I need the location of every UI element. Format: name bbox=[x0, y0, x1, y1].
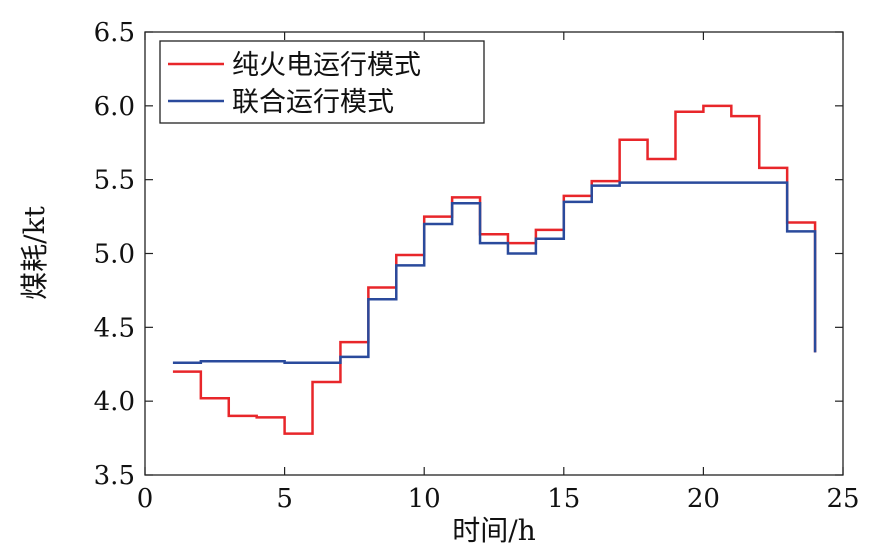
x-tick-label: 15 bbox=[547, 484, 580, 514]
legend-label-series-1: 纯火电运行模式 bbox=[232, 50, 421, 81]
y-tick-label: 4.0 bbox=[94, 387, 135, 417]
y-tick-label: 4.5 bbox=[94, 313, 135, 343]
x-tick-label: 0 bbox=[137, 484, 154, 514]
y-tick-label: 6.5 bbox=[94, 18, 135, 48]
series-line-2 bbox=[172, 181, 817, 365]
legend-label-series-2: 联合运行模式 bbox=[232, 87, 394, 118]
legend: 纯火电运行模式 联合运行模式 bbox=[159, 40, 485, 124]
x-tick-label: 20 bbox=[687, 484, 720, 514]
series-line-1 bbox=[172, 104, 817, 435]
x-axis-ticks: 0 5 10 15 20 25 bbox=[137, 32, 860, 514]
y-tick-label: 5.0 bbox=[94, 240, 135, 270]
x-tick-label: 5 bbox=[276, 484, 293, 514]
y-tick-label: 5.5 bbox=[94, 166, 135, 196]
y-tick-label: 3.5 bbox=[94, 461, 135, 491]
x-tick-label: 10 bbox=[408, 484, 441, 514]
x-axis-label: 时间/h bbox=[452, 514, 535, 547]
y-axis-label: 煤耗/kt bbox=[18, 205, 51, 299]
x-tick-label: 25 bbox=[826, 484, 859, 514]
y-tick-label: 6.0 bbox=[94, 92, 135, 122]
series-layer bbox=[172, 104, 817, 435]
y-axis-ticks: 3.5 4.0 4.5 5.0 5.5 6.0 6.5 bbox=[94, 18, 843, 491]
legend-box bbox=[159, 40, 485, 124]
